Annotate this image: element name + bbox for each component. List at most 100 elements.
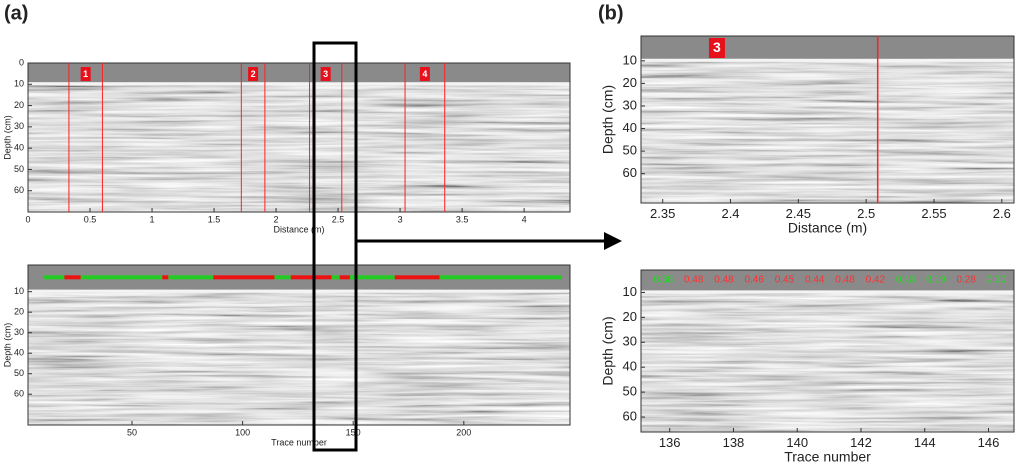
arrow-head [604, 232, 622, 250]
y-tick-label: 20 [623, 75, 637, 90]
y-tick-label: 10 [14, 79, 24, 89]
trace-label: 0.38 [654, 275, 674, 286]
x-tick-label: 3.5 [456, 214, 469, 224]
selection-box [312, 41, 358, 452]
y-tick-label: 30 [623, 334, 637, 349]
zone-label: 2 [251, 69, 256, 79]
air-band [641, 36, 1014, 59]
class-segment [162, 275, 169, 280]
class-segment [339, 275, 350, 280]
y-tick-label: 20 [623, 309, 637, 324]
y-tick-label: 50 [14, 368, 24, 378]
panel-label: (b) [598, 2, 624, 24]
x-tick-label: 2.55 [921, 206, 946, 221]
y-tick-label: 20 [14, 307, 24, 317]
surface-line [641, 290, 1014, 294]
class-segment [331, 275, 340, 280]
x-tick-label: 2.45 [786, 206, 811, 221]
x-tick-label: 1 [150, 214, 155, 224]
air-band [28, 63, 570, 83]
y-tick-label: 60 [623, 408, 637, 423]
class-segment [44, 275, 65, 280]
trace-label: 0.42 [866, 275, 886, 286]
zone-label: 4 [422, 69, 427, 79]
x-tick-label: 2.6 [993, 206, 1011, 221]
x-tick-label: 1.5 [208, 214, 221, 224]
y-tick-label: 60 [623, 165, 637, 180]
y-tick-label: 50 [14, 164, 24, 174]
trace-label: 0.18 [896, 275, 916, 286]
y-tick-label: 40 [623, 120, 637, 135]
frame [27, 62, 571, 213]
x-tick-label: 3 [398, 214, 403, 224]
frame [640, 269, 1015, 433]
class-segment [394, 275, 440, 280]
y-axis-label: Depth (cm) [600, 316, 616, 385]
y-tick-label: 0 [19, 57, 24, 67]
x-tick-label: 150 [346, 427, 361, 437]
y-tick-label: 30 [14, 121, 24, 131]
x-tick-label: 2.5 [857, 206, 875, 221]
surface-line [28, 82, 570, 86]
y-tick-label: 30 [623, 97, 637, 112]
class-segment [349, 275, 395, 280]
y-tick-label: 20 [14, 100, 24, 110]
zone-tag [419, 67, 430, 81]
y-tick-label: 40 [623, 359, 637, 374]
class-segment [80, 275, 163, 280]
trace-label: 0.48 [835, 275, 855, 286]
class-segment [274, 275, 291, 280]
frame [640, 35, 1015, 204]
trace-label: 0.48 [714, 275, 734, 286]
y-axis-label: Depth (cm) [2, 115, 12, 160]
class-segment [64, 275, 81, 280]
x-tick-label: 50 [127, 427, 137, 437]
x-axis-label: Trace number [271, 437, 327, 447]
x-tick-label: 4 [522, 214, 527, 224]
y-axis-label: Depth (cm) [2, 323, 12, 368]
trace-label: 0.46 [744, 275, 764, 286]
class-segment [439, 275, 562, 280]
zone-tag [80, 67, 91, 81]
y-tick-label: 50 [623, 384, 637, 399]
air-band [641, 270, 1014, 291]
class-segment [168, 275, 214, 280]
x-tick-label: 146 [978, 435, 1000, 450]
trace-label: 0.28 [956, 275, 976, 286]
y-tick-label: 10 [623, 284, 637, 299]
class-segment [213, 275, 275, 280]
trace-label: 0.44 [805, 275, 825, 286]
x-axis-label: Distance (m) [273, 224, 324, 234]
panel-label: (a) [4, 2, 28, 24]
y-tick-label: 30 [14, 327, 24, 337]
x-tick-label: 2.4 [721, 206, 739, 221]
x-axis-label: Trace number [784, 449, 871, 465]
y-axis-label: Depth (cm) [600, 85, 616, 154]
y-tick-label: 50 [623, 143, 637, 158]
trace-label: 0.48 [684, 275, 704, 286]
trace-label: 0.30 [987, 275, 1007, 286]
frame [27, 264, 571, 426]
radargram [641, 270, 1014, 432]
x-axis-label: Distance (m) [788, 220, 867, 236]
radargram [641, 36, 1014, 203]
trace-label: 0.19 [926, 275, 946, 286]
surface-line [28, 289, 570, 293]
zone-tag [248, 67, 259, 81]
x-tick-label: 2 [274, 214, 279, 224]
x-tick-label: 2.5 [332, 214, 345, 224]
zone-label: 3 [323, 69, 328, 79]
x-tick-label: 200 [456, 427, 471, 437]
x-tick-label: 144 [914, 435, 936, 450]
zone-tag [320, 67, 331, 81]
x-tick-label: 2.35 [650, 206, 675, 221]
surface-line [641, 58, 1014, 62]
y-tick-label: 10 [14, 286, 24, 296]
y-tick-label: 60 [14, 185, 24, 195]
y-tick-label: 40 [14, 348, 24, 358]
y-tick-label: 40 [14, 143, 24, 153]
x-tick-label: 0.5 [84, 214, 97, 224]
zone-label: 1 [83, 69, 88, 79]
x-tick-label: 142 [850, 435, 872, 450]
